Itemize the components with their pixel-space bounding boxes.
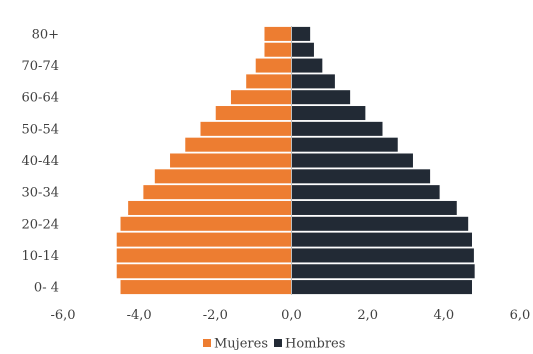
y-tick-label: 50-54: [22, 122, 59, 137]
x-tick-label: -2,0: [203, 308, 228, 323]
y-tick-labels: 0- 4 10-14 20-24 30-34 40-44 50-54 60-64 70-74 8…: [22, 27, 59, 295]
legend-label: Mujeres: [214, 337, 268, 352]
x-tick-labels: -6,0 -4,0 -2,0 0,0 2,0 4,0 6,0: [50, 308, 530, 323]
bar-mujeres-7: [153, 168, 292, 185]
bar-mujeres-11: [214, 105, 292, 121]
bar-hombres-1: [291, 263, 476, 280]
legend-swatch: [203, 339, 211, 347]
bar-hombres-16: [291, 26, 311, 42]
y-tick-label: 10-14: [22, 249, 59, 264]
bar-mujeres-9: [184, 136, 292, 153]
bar-mujeres-2: [115, 247, 292, 264]
bar-mujeres-10: [199, 121, 292, 137]
bar-hombres-7: [291, 168, 431, 185]
legend: Mujeres Hombres: [203, 337, 345, 352]
y-tick-label: 20-24: [22, 217, 59, 232]
x-tick-label: -4,0: [127, 308, 152, 323]
bar-mujeres-6: [142, 184, 292, 200]
bar-mujeres-16: [263, 26, 292, 42]
bar-hombres-11: [291, 105, 367, 121]
legend-label: Hombres: [285, 337, 345, 352]
bar-hombres-0: [291, 279, 473, 295]
legend-item-mujeres: Mujeres: [203, 337, 268, 352]
bar-mujeres-3: [115, 231, 292, 248]
bar-hombres-9: [291, 136, 399, 153]
x-tick-label: -6,0: [50, 308, 75, 323]
legend-swatch: [274, 339, 282, 347]
bar-mujeres-0: [119, 279, 292, 295]
bar-mujeres-4: [119, 215, 292, 232]
bar-hombres-14: [291, 57, 324, 74]
x-tick-label: 0,0: [281, 308, 302, 323]
bar-hombres-2: [291, 247, 475, 264]
legend-item-hombres: Hombres: [274, 337, 345, 352]
bar-hombres-6: [291, 184, 441, 200]
y-tick-label: 0- 4: [34, 281, 59, 296]
y-tick-label: 80+: [32, 27, 59, 42]
bar-mujeres-14: [254, 57, 292, 74]
bar-mujeres-15: [263, 41, 292, 58]
y-tick-label: 60-64: [22, 91, 59, 106]
bar-hombres-10: [291, 121, 384, 137]
bar-hombres-5: [291, 200, 458, 216]
y-tick-label: 40-44: [22, 154, 59, 169]
bar-hombres-4: [291, 215, 469, 232]
bars-group: [115, 26, 476, 295]
y-tick-label: 70-74: [22, 59, 59, 74]
bar-mujeres-5: [127, 200, 292, 216]
bar-hombres-12: [291, 89, 351, 106]
bar-mujeres-12: [230, 89, 292, 106]
bar-mujeres-13: [245, 73, 292, 90]
bar-hombres-13: [291, 73, 336, 90]
bar-hombres-15: [291, 41, 315, 58]
bar-mujeres-1: [115, 263, 292, 280]
bar-mujeres-8: [169, 152, 292, 169]
bar-hombres-8: [291, 152, 414, 169]
x-tick-label: 4,0: [433, 308, 454, 323]
bar-hombres-3: [291, 231, 473, 248]
y-tick-label: 30-34: [22, 186, 59, 201]
x-tick-label: 6,0: [510, 308, 531, 323]
x-tick-label: 2,0: [357, 308, 378, 323]
